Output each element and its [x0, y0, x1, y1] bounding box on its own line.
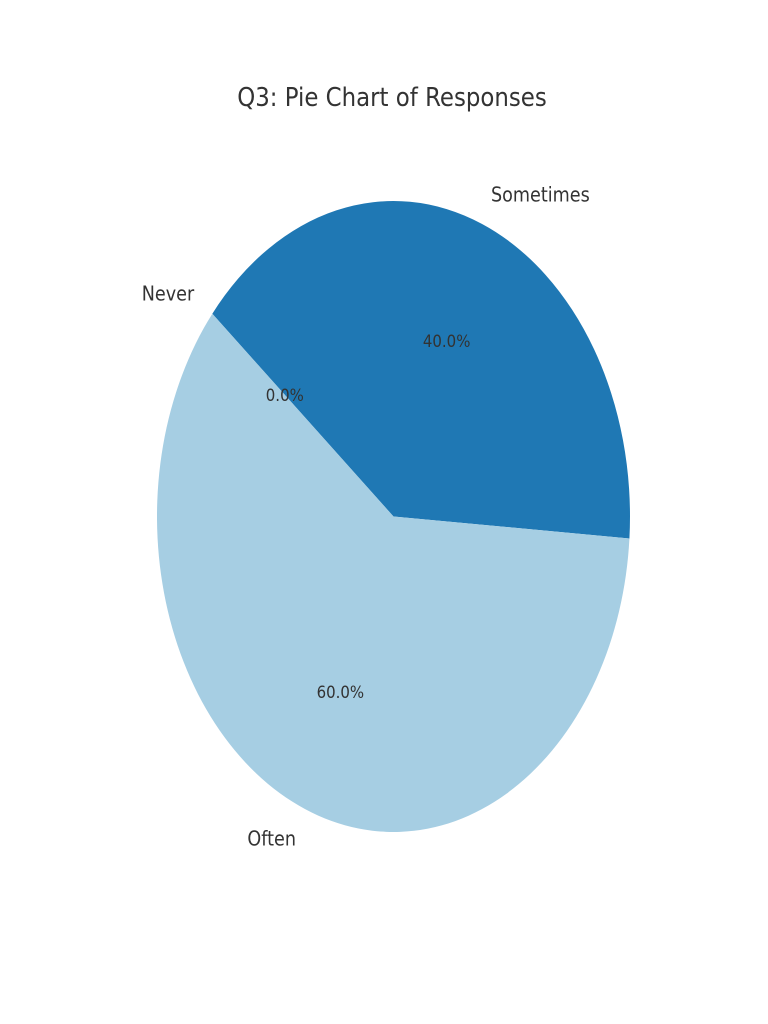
percent-label-sometimes: 40.0% — [423, 331, 470, 351]
slice-label-often: Often — [247, 828, 296, 850]
slice-label-sometimes: Sometimes — [491, 185, 590, 207]
pie-slice-often — [156, 313, 630, 832]
percent-label-never: 0.0% — [266, 385, 304, 405]
slice-label-never: Never — [142, 283, 195, 305]
chart-title: Q3: Pie Chart of Responses — [237, 82, 547, 113]
pie-slice-sometimes — [212, 200, 630, 539]
percent-label-often: 60.0% — [317, 682, 364, 702]
